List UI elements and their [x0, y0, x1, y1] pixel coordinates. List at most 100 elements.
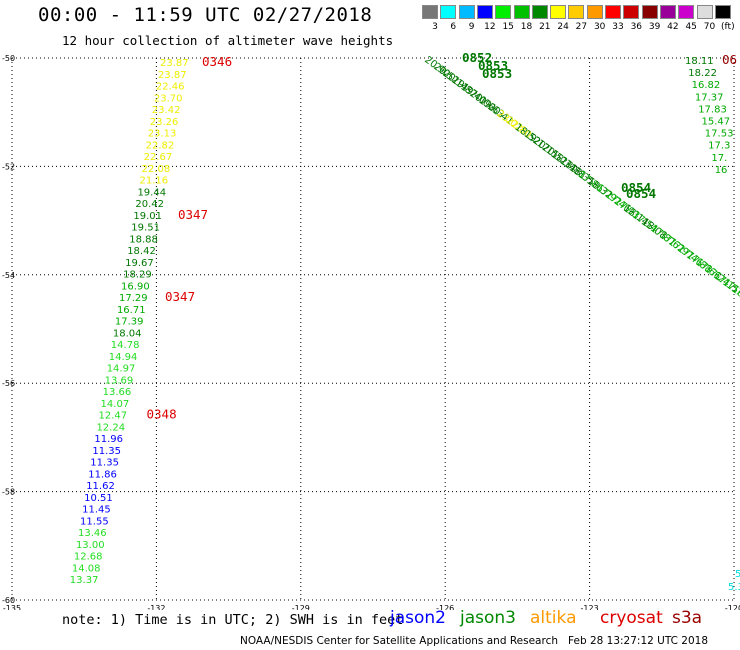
colorbar-swatch [476, 5, 493, 19]
wave-height-value: 13.00 [76, 540, 105, 551]
wave-height-value: 18.04 [113, 328, 142, 339]
satellite-legend-s3a: s3a [672, 608, 703, 628]
colorbar-swatch [641, 5, 658, 19]
track-time-label: 0853 [482, 66, 512, 81]
footer-credit: NOAA/NESDIS Center for Satellite Applica… [240, 635, 708, 647]
wave-height-value: 11.35 [92, 446, 121, 457]
wave-height-value: 11.62 [86, 481, 115, 492]
colorbar-label: 15 [502, 22, 514, 32]
satellite-legend-jason2: jason2 [390, 608, 446, 628]
colorbar-swatch [568, 5, 585, 19]
wave-height-value: 11.35 [90, 458, 119, 469]
colorbar-swatch [458, 5, 475, 19]
wave-height-value: 18.22 [688, 68, 717, 79]
colorbar-label: 70 [703, 22, 716, 32]
colorbar-label: 45 [685, 22, 697, 32]
colorbar-label: 30 [593, 22, 606, 32]
colorbar-swatch [513, 5, 530, 19]
longitude-tick-label: -135 [3, 604, 21, 610]
latitude-tick-label: -52 [2, 162, 15, 171]
latitude-tick-label: -54 [2, 271, 15, 280]
wave-height-value: 19.44 [137, 187, 166, 198]
track-time-label: 06 [722, 52, 737, 67]
wave-height-value: 14.94 [109, 352, 138, 363]
colorbar-swatch [422, 5, 438, 19]
wave-height-value: 11.45 [82, 505, 111, 516]
wave-height-value: 11.86 [88, 469, 117, 480]
wave-height-value: 16.71 [117, 305, 146, 316]
track-time-label: 0853 [478, 58, 508, 73]
satellite-legend-altika: altika [530, 608, 577, 628]
wave-height-value: 19.01 [133, 211, 162, 222]
latitude-tick-label: -58 [2, 488, 15, 497]
wave-height-value: 13.66 [103, 387, 132, 398]
wave-height-value: 12.68 [74, 552, 103, 563]
generated-timestamp: Feb 28 13:27:12 UTC 2018 [568, 635, 709, 647]
satellite-tracks: 23.8723.8722.4623.7023.4223.2623.1322.82… [70, 50, 740, 593]
latitude-tick-label: -56 [2, 379, 15, 388]
colorbar-swatch [440, 5, 457, 19]
track-time-label: 0348 [147, 407, 177, 422]
track-time-label: 0347 [178, 207, 208, 222]
track-time-label: 0854 [621, 180, 651, 195]
colorbar-swatch [714, 5, 731, 19]
colorbar-label: 9 [468, 22, 475, 32]
wave-height-value: 21.16 [140, 176, 169, 187]
colorbar-label: 18 [520, 22, 533, 32]
longitude-tick-label: -123 [581, 604, 599, 610]
wave-height-map: -135 -132 -129 -126 -123 -120 -50 -52 -54 -56 -58 -… [2, 50, 740, 610]
latitude-tick-label: -60 [2, 596, 15, 605]
colorbar-swatch [550, 5, 567, 19]
wave-height-value: 18.88 [129, 234, 158, 245]
longitude-tick-label: -129 [292, 604, 310, 610]
wave-height-value: 17.37 [695, 92, 724, 103]
colorbar-swatch [531, 5, 548, 19]
wave-height-value: 19.51 [131, 223, 160, 234]
wave-height-value: 20.42 [135, 199, 164, 210]
colorbar-label: 24 [557, 22, 569, 32]
wave-height-value: 13.46 [78, 528, 107, 539]
wave-height-value: 14.97 [107, 364, 136, 375]
wave-height-value: 22.46 [156, 82, 185, 93]
longitude-tick-label: -120 [725, 604, 740, 610]
colorbar-swatch [623, 5, 640, 19]
colorbar-swatch [495, 5, 512, 19]
wave-height-value: 22.82 [146, 140, 175, 151]
axis-tick-labels: -135 -132 -129 -126 -123 -120 -50 -52 -54 -56 -58 -… [2, 54, 740, 610]
wave-height-value: 11.55 [80, 516, 109, 527]
wave-height-value: 23.13 [148, 129, 177, 140]
colorbar-label: (ft) [721, 22, 735, 32]
wave-height-value: 19.67 [125, 258, 154, 269]
longitude-tick-label: -126 [436, 604, 454, 610]
wave-height-value: 23.70 [154, 93, 183, 104]
satellite-legend-cryosat: cryosat [600, 608, 663, 628]
colorbar-swatch [696, 5, 713, 19]
wave-height-value: 5.3 [728, 582, 740, 593]
wave-height-value: 17.29 [119, 293, 148, 304]
colorbar-swatch [659, 5, 676, 19]
latitude-tick-label: -50 [2, 54, 15, 63]
wave-height-value: 12.24 [96, 422, 125, 433]
wave-height-value: 14.08 [72, 563, 101, 574]
track-time-label: 0854 [626, 186, 656, 201]
wave-height-value: 17.53 [705, 129, 734, 140]
track-time-label: 0346 [202, 54, 232, 69]
wave-height-value: 17.39 [115, 317, 144, 328]
longitude-tick-label: -132 [147, 604, 165, 610]
colorbar-label: 39 [648, 22, 661, 32]
wave-height-value: 22.67 [144, 152, 173, 163]
wave-height-value: 18.29 [123, 270, 152, 281]
wave-height-value: 23.87 [158, 70, 187, 81]
wave-height-value: 11.96 [94, 434, 123, 445]
wave-height-value: 15.47 [702, 117, 731, 128]
wave-height-value: 12.47 [99, 411, 128, 422]
satellite-legend-jason3: jason3 [460, 608, 516, 628]
wave-height-value: 14.78 [111, 340, 140, 351]
colorbar-label: 21 [539, 22, 551, 32]
map-title: 00:00 - 11:59 UTC 02/27/2018 [38, 4, 373, 26]
colorbar-label: 3 [432, 22, 438, 32]
colorbar-swatch [678, 5, 695, 19]
wave-height-value: 18.11 [685, 56, 714, 67]
map-subtitle: 12 hour collection of altimeter wave hei… [62, 33, 394, 48]
wave-height-value: 23.26 [150, 117, 179, 128]
